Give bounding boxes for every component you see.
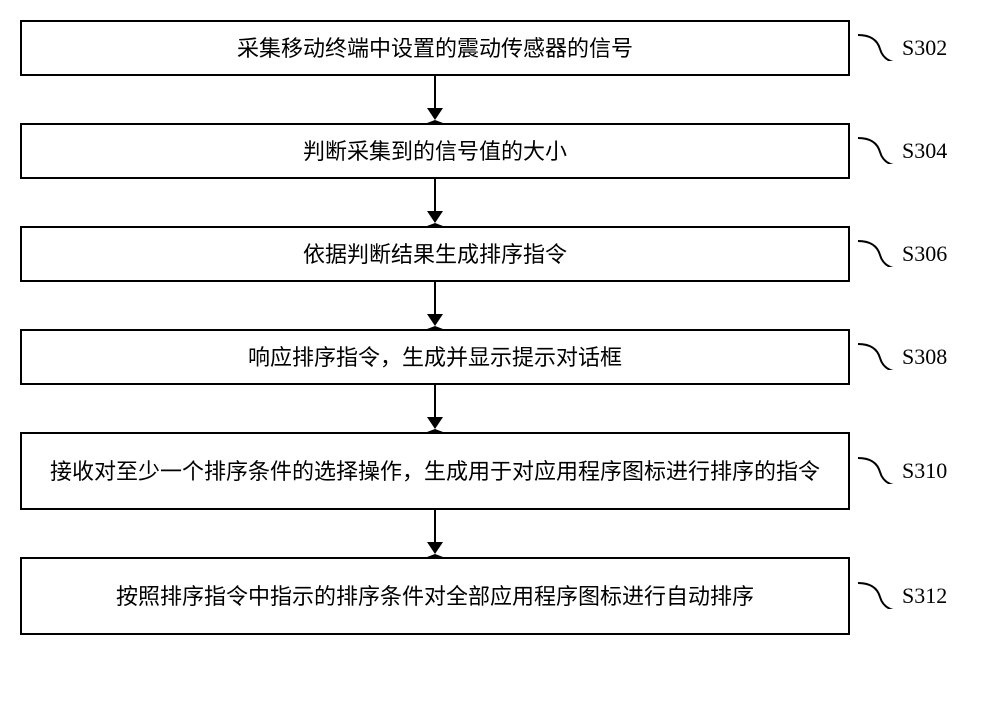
step-label-s312: S312 bbox=[902, 583, 947, 609]
arrow-head bbox=[427, 542, 443, 557]
arrow-line bbox=[434, 385, 436, 417]
step-row-s308: 响应排序指令，生成并显示提示对话框 S308 bbox=[20, 329, 980, 385]
connector-curve bbox=[858, 340, 898, 370]
connector-curve bbox=[858, 454, 898, 484]
connector-curve bbox=[858, 31, 898, 61]
arrow-head bbox=[427, 211, 443, 226]
arrow-line bbox=[434, 510, 436, 542]
arrow-down bbox=[20, 510, 850, 557]
step-row-s306: 依据判断结果生成排序指令 S306 bbox=[20, 226, 980, 282]
connector-curve bbox=[858, 237, 898, 267]
step-row-s302: 采集移动终端中设置的震动传感器的信号 S302 bbox=[20, 20, 980, 76]
arrow-down bbox=[20, 179, 850, 226]
step-box-s310: 接收对至少一个排序条件的选择操作，生成用于对应用程序图标进行排序的指令 bbox=[20, 432, 850, 510]
connector-area: S312 bbox=[858, 557, 947, 635]
step-row-s312: 按照排序指令中指示的排序条件对全部应用程序图标进行自动排序 S312 bbox=[20, 557, 980, 635]
connector-area: S306 bbox=[858, 226, 947, 282]
connector-area: S302 bbox=[858, 20, 947, 76]
step-row-s310: 接收对至少一个排序条件的选择操作，生成用于对应用程序图标进行排序的指令 S310 bbox=[20, 432, 980, 510]
arrow-line bbox=[434, 76, 436, 108]
arrow-down bbox=[20, 385, 850, 432]
connector-curve bbox=[858, 134, 898, 164]
step-label-s306: S306 bbox=[902, 241, 947, 267]
arrow-line bbox=[434, 282, 436, 314]
connector-area: S304 bbox=[858, 123, 947, 179]
step-box-s306: 依据判断结果生成排序指令 bbox=[20, 226, 850, 282]
step-label-s308: S308 bbox=[902, 344, 947, 370]
arrow-down bbox=[20, 76, 850, 123]
step-label-s310: S310 bbox=[902, 458, 947, 484]
arrow-line bbox=[434, 179, 436, 211]
step-box-s312: 按照排序指令中指示的排序条件对全部应用程序图标进行自动排序 bbox=[20, 557, 850, 635]
arrow-head bbox=[427, 314, 443, 329]
flowchart-container: 采集移动终端中设置的震动传感器的信号 S302 判断采集到的信号值的大小 S304 依据… bbox=[20, 20, 980, 635]
step-row-s304: 判断采集到的信号值的大小 S304 bbox=[20, 123, 980, 179]
connector-area: S308 bbox=[858, 329, 947, 385]
step-box-s308: 响应排序指令，生成并显示提示对话框 bbox=[20, 329, 850, 385]
step-label-s304: S304 bbox=[902, 138, 947, 164]
step-box-s304: 判断采集到的信号值的大小 bbox=[20, 123, 850, 179]
arrow-head bbox=[427, 108, 443, 123]
step-label-s302: S302 bbox=[902, 35, 947, 61]
step-box-s302: 采集移动终端中设置的震动传感器的信号 bbox=[20, 20, 850, 76]
arrow-head bbox=[427, 417, 443, 432]
arrow-down bbox=[20, 282, 850, 329]
connector-curve bbox=[858, 579, 898, 609]
connector-area: S310 bbox=[858, 432, 947, 510]
